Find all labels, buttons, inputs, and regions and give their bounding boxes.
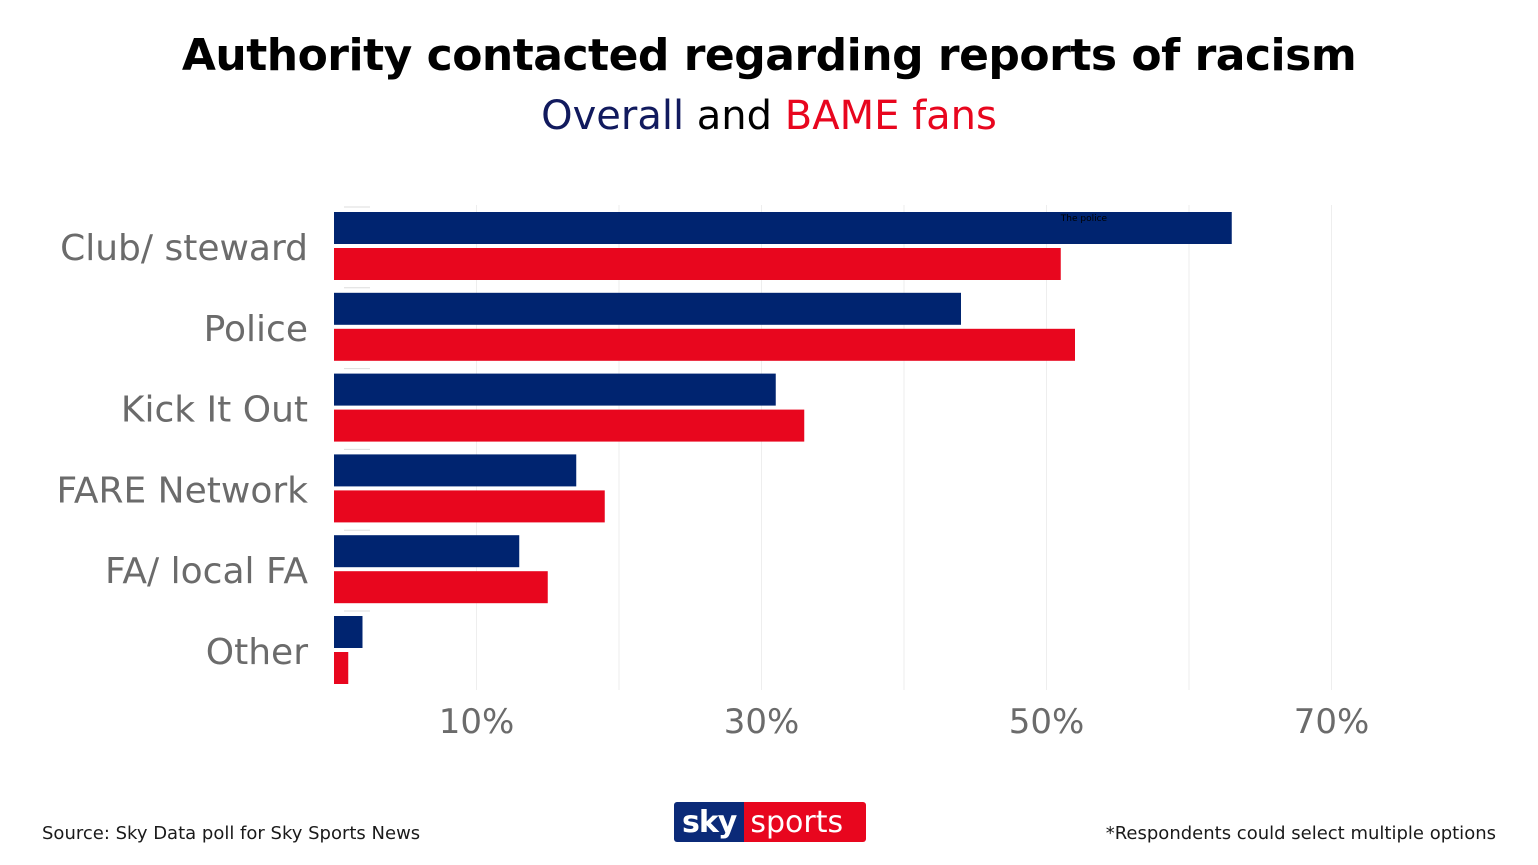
bar-bame [334,248,1061,280]
category-label: Other [206,632,308,673]
bar-bame [334,490,605,523]
category-label: FARE Network [56,470,308,511]
source-note: Source: Sky Data poll for Sky Sports New… [42,823,421,844]
bar-overall [334,616,363,648]
category-label: Kick It Out [121,390,308,431]
category-label: FA/ local FA [105,551,308,592]
bar-overall [334,535,520,568]
footnote: *Respondents could select multiple optio… [1105,823,1496,844]
x-tick-label: 70% [1294,702,1370,742]
subtitle-and: and [684,93,785,139]
bar-overall [334,212,1232,244]
logo-sports-text: sports [744,802,866,842]
x-tick-label: 10% [439,702,515,742]
bar-bame [334,652,349,684]
category-label: Police [204,309,308,350]
chart-title: Authority contacted regarding reports of… [181,30,1357,81]
bar-overall [334,454,577,487]
x-tick-label: 30% [724,702,800,742]
bar-bame [334,328,1075,361]
logo-sky-text: sky [674,802,745,842]
subtitle-overall: Overall [541,93,685,139]
bar-overall [334,292,961,325]
subtitle-bame: BAME fans [784,93,997,139]
bar-overall [334,373,776,406]
category-label: Club/ steward [60,228,308,269]
bar-bame [334,571,548,604]
x-tick-label: 50% [1009,702,1085,742]
chart-subtitle: Overall and BAME fans [0,93,1538,139]
bar-bame [334,409,805,442]
annotation-label: The police [1060,214,1108,224]
sky-sports-logo: sky sports [674,802,866,842]
